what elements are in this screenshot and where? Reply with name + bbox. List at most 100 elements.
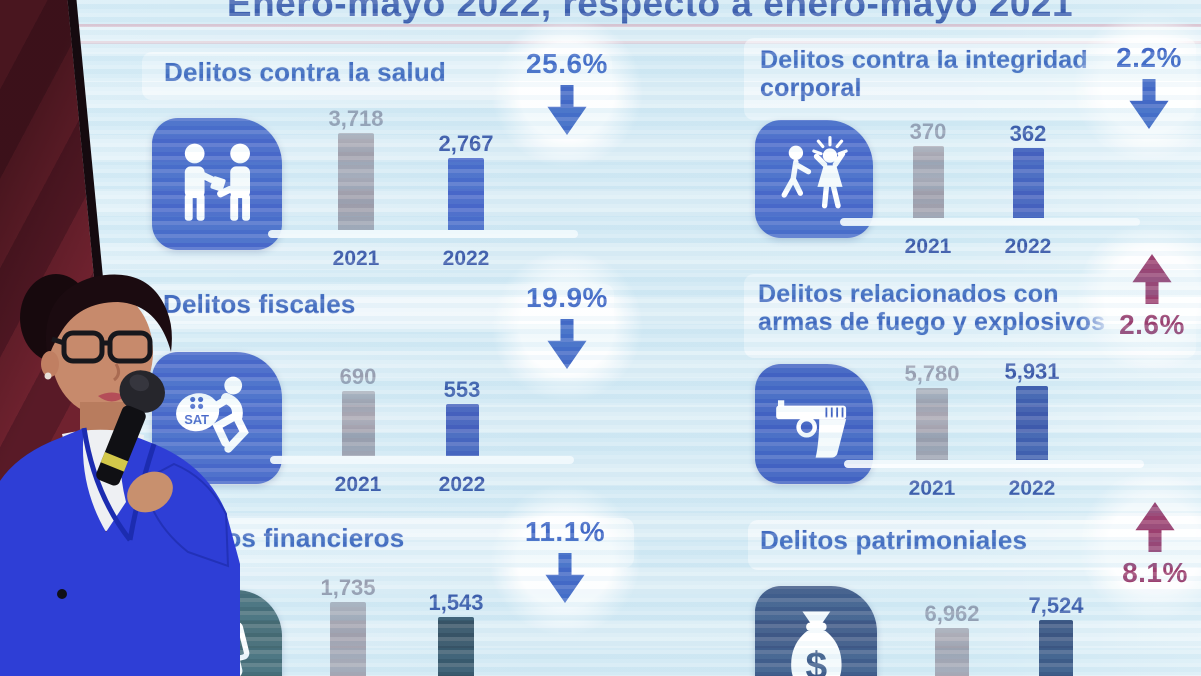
year-label-2022: 2022 (1008, 477, 1056, 500)
bar-group-2021: 5,780 (884, 358, 980, 460)
bar-2021 (916, 388, 948, 460)
bar-group-2022: 7,524 (1008, 594, 1104, 676)
change-percent: 8.1% (1122, 557, 1188, 588)
bar-2021 (338, 133, 374, 230)
bar-value-2021: 1,735 (320, 575, 376, 600)
crime-stat-panel: Delitos contra la salud 25.6% 3,7 (142, 15, 650, 276)
crime-stat-panel: Delitos fiscales 19.9% SAT 690 (144, 249, 650, 516)
bar-2022 (1012, 148, 1044, 218)
change-indicator: 2.2% (1073, 9, 1201, 162)
bar-group-2022: 553 (414, 364, 510, 456)
change-highlight-circle (1076, 221, 1201, 374)
bar-group-2021: 370 (880, 118, 976, 218)
panel-title: Delitos patrimoniales (760, 525, 1028, 555)
bar-value-2021: 6,962 (924, 601, 980, 626)
bar-value-2021: 690 (339, 364, 377, 389)
bar-2021 (935, 628, 969, 676)
change-indicator: 2.6% (1076, 221, 1201, 374)
bar-group-2021: 3,718 (308, 106, 404, 230)
change-percent: 25.6% (526, 48, 608, 79)
year-label-2021: 2021 (904, 235, 952, 258)
money-bag-icon: $ (790, 611, 842, 676)
year-label-2021: 2021 (334, 473, 382, 496)
speaker-button (57, 589, 67, 599)
svg-text:SAT: SAT (184, 412, 209, 427)
speaker-hair (45, 274, 172, 359)
screen-artifact-line (64, 24, 1201, 27)
handgun-icon (776, 400, 847, 459)
bars-area: 370 362 (880, 118, 1076, 218)
trend-arrow-icon (1135, 502, 1175, 552)
drug-deal-icon (184, 143, 250, 221)
bar-2022 (1016, 386, 1048, 460)
year-label-2022: 2022 (442, 247, 490, 270)
bar-group-2022: 1,543 (408, 574, 504, 676)
speaker (0, 274, 240, 676)
bar-2022 (438, 617, 474, 676)
bar-chart: 6,962 7,524 2021 2022 (904, 594, 1104, 676)
bar-group-2022: 362 (980, 118, 1076, 218)
speaker-earring (44, 372, 52, 380)
chart-baseline (840, 218, 1140, 226)
bar-group-2021: 1,735 (300, 574, 396, 676)
chart-baseline (270, 456, 574, 464)
bar-group-2022: 2,767 (418, 106, 514, 230)
crime-stat-panel: Delitos contra la integridad corporal 2.… (744, 9, 1201, 276)
bar-value-2021: 370 (909, 119, 947, 144)
bars-area: 1,735 1,543 (300, 574, 504, 676)
screen-artifact-line (64, 41, 1201, 44)
speaker-hand (127, 471, 173, 513)
change-indicator: 8.1% (1079, 469, 1201, 622)
speaker-mouth (98, 392, 125, 402)
speaker-ear (41, 351, 59, 377)
change-indicator: 25.6% (491, 15, 643, 168)
category-icon-tile: $ (755, 586, 877, 676)
bar-chart: 1,735 1,543 2021 2022 (300, 574, 504, 676)
trend-arrow-icon (1132, 254, 1172, 304)
bar-chart: 370 362 2021 2022 (840, 118, 1140, 259)
bar-2021 (912, 146, 944, 218)
year-labels: 2021 2022 (880, 235, 1076, 259)
bar-group-2021: 690 (310, 364, 406, 456)
panel-title: Delitos contra la integridad corporal (760, 46, 1088, 102)
bar-2021 (341, 391, 375, 456)
crime-stat-panel: Delitos relacionados con armas de fuego … (744, 221, 1201, 516)
change-indicator: 11.1% (489, 483, 641, 636)
category-icon-tile (152, 118, 282, 250)
year-labels: 2021 2022 (884, 477, 1080, 501)
year-label-2021: 2021 (332, 247, 380, 270)
crime-stat-panel: Delitos patrimoniales 8.1% $ 6,962 (748, 469, 1201, 676)
panel-title: Delitos contra la salud (164, 57, 447, 87)
bar-value-2022: 7,524 (1028, 593, 1084, 618)
bars-area: 3,718 2,767 (308, 106, 514, 230)
trend-arrow-icon (547, 85, 587, 135)
bars-area: 6,962 7,524 (904, 594, 1104, 676)
bar-value-2021: 5,780 (904, 361, 960, 386)
trend-arrow-icon (547, 319, 587, 369)
bars-area: 690 553 (310, 364, 510, 456)
bar-value-2021: 3,718 (328, 106, 384, 131)
change-highlight-circle (1073, 9, 1201, 162)
bars-area: 5,780 5,931 (884, 358, 1080, 460)
bar-group-2022: 5,931 (984, 358, 1080, 460)
panel-title: Delitos fiscales (163, 289, 356, 319)
change-percent: 2.2% (1116, 42, 1182, 73)
year-labels: 2021 2022 (308, 247, 514, 271)
speaker-glasses (51, 330, 153, 364)
year-labels: 2021 2022 (310, 473, 510, 497)
bar-2022 (448, 158, 484, 230)
year-label-2022: 2022 (438, 473, 486, 496)
bar-2022 (445, 404, 479, 456)
speaker-nose (113, 363, 121, 382)
bar-value-2022: 2,767 (438, 131, 494, 156)
bar-value-2022: 1,543 (428, 590, 484, 615)
bar-value-2022: 5,931 (1004, 359, 1060, 384)
bar-2022 (1039, 620, 1073, 676)
assault-icon (781, 136, 848, 209)
trend-arrow-icon (1129, 79, 1169, 129)
panel-title: Delitos relacionados con armas de fuego … (758, 280, 1106, 336)
bar-chart: 5,780 5,931 2021 2022 (844, 358, 1144, 501)
bar-chart: 3,718 2,767 2021 2022 (268, 106, 578, 271)
change-percent: 11.1% (524, 516, 606, 547)
